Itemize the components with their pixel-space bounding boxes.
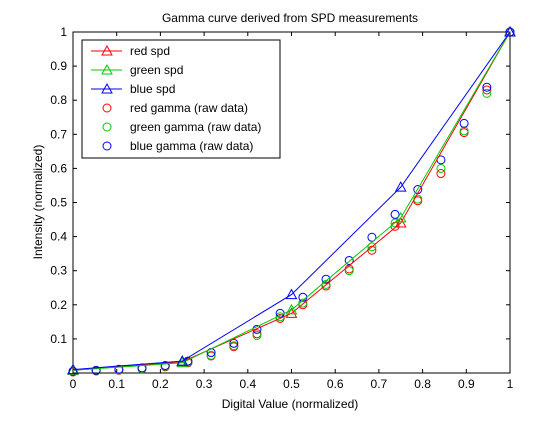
green-gamma-point — [367, 242, 377, 252]
y-tick-label: 0.5 — [50, 196, 67, 210]
chart-title: Gamma curve derived from SPD measurement… — [162, 11, 418, 25]
legend-label-green-spd: green spd — [130, 63, 183, 77]
y-tick-label: 1 — [60, 25, 67, 39]
legend: red spd green spd blue spd red gamma (raw d… — [81, 39, 281, 159]
green-spd-marker — [394, 211, 407, 223]
legend-label-red-spd: red spd — [130, 44, 170, 58]
blue-spd-marker — [394, 181, 407, 192]
green-spd-marker — [176, 356, 189, 368]
y-tick-label: 0.6 — [50, 161, 67, 175]
blue-spd-line — [72, 31, 511, 371]
green-gamma-point — [390, 218, 400, 228]
x-tick-label: 0.4 — [239, 377, 256, 391]
green-spd-line — [72, 31, 511, 371]
blue-spd-marker — [176, 355, 189, 366]
y-tick-label: 0.8 — [50, 93, 67, 107]
legend-marker-green-spd — [101, 63, 113, 75]
legend-box — [81, 39, 281, 159]
green-gamma-point — [206, 350, 216, 360]
y-axis-label: Intensity (normalized) — [31, 145, 45, 260]
blue-spd-marker — [504, 25, 516, 37]
x-axis-label: Digital Value (normalized) — [222, 397, 359, 411]
legend-marker-blue-gamma-raw-data — [102, 141, 112, 151]
green-gamma-point — [229, 341, 239, 351]
blue-gamma-point — [367, 232, 377, 242]
x-tick-label: 0.1 — [108, 377, 125, 391]
green-gamma-point — [252, 330, 262, 340]
blue-gamma-point — [344, 255, 354, 265]
blue-spd-marker — [67, 363, 79, 375]
green-gamma-point — [459, 126, 469, 136]
legend-marker-red-gamma-raw-data — [102, 103, 112, 113]
red-spd-line — [72, 31, 511, 371]
red-gamma-point — [482, 85, 492, 95]
y-tick-label: 0.4 — [50, 230, 67, 244]
green-spd-marker — [285, 303, 298, 315]
green-gamma-point — [482, 88, 492, 98]
legend-label-blue-spd: blue spd — [130, 82, 175, 96]
x-tick-label: 0.8 — [414, 377, 431, 391]
red-spd-marker — [394, 216, 407, 228]
legend-marker-green-gamma-raw-data — [102, 122, 112, 132]
x-tick-label: 0 — [70, 377, 77, 391]
red-gamma-point — [436, 169, 446, 179]
y-tick-label: 0.2 — [50, 298, 67, 312]
x-tick-label: 0.6 — [327, 377, 344, 391]
x-tick-label: 0.9 — [458, 377, 475, 391]
y-tick-label: 0.1 — [50, 332, 67, 346]
green-gamma-point — [413, 194, 423, 204]
blue-gamma-point — [390, 209, 400, 219]
x-tick-label: 0.5 — [283, 377, 300, 391]
blue-gamma-point — [482, 82, 492, 92]
blue-gamma-point — [91, 365, 101, 375]
plot-area: 0 0.1 0.2 0.3 0.4 0.5 0.6 0.7 0.8 0.9 1 0.1 0.2 0.3 0.… — [50, 25, 516, 391]
blue-gamma-point — [160, 360, 170, 370]
x-tick-label: 0.3 — [196, 377, 213, 391]
x-tick-label: 0.7 — [371, 377, 388, 391]
y-tick-label: 0.3 — [50, 264, 67, 278]
y-tick-label: 0.7 — [50, 127, 67, 141]
legend-marker-blue-spd — [101, 82, 113, 94]
legend-marker-red-spd — [101, 44, 113, 56]
blue-gamma-point — [114, 364, 124, 374]
blue-gamma-point — [252, 324, 262, 334]
y-tick-label: 0.9 — [50, 59, 67, 73]
blue-spd-marker — [285, 288, 298, 300]
legend-label-green-gamma-raw-data: green gamma (raw data) — [130, 120, 261, 134]
blue-gamma-point — [459, 118, 469, 128]
x-tick-label: 1 — [507, 377, 514, 391]
legend-label-blue-gamma-raw-data: blue gamma (raw data) — [130, 139, 253, 153]
green-gamma-point — [436, 163, 446, 173]
x-tick-label: 0.2 — [152, 377, 169, 391]
red-spd-marker — [285, 307, 298, 318]
red-gamma-point — [459, 128, 469, 138]
blue-gamma-point — [321, 274, 331, 284]
green-gamma-point — [344, 266, 354, 276]
legend-label-red-gamma-raw-data: red gamma (raw data) — [130, 101, 248, 115]
